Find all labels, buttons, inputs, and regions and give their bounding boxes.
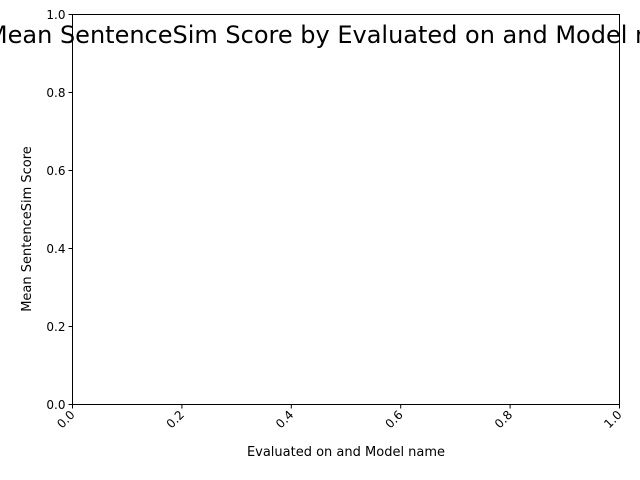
x-tick-label: 0.6 (382, 408, 405, 431)
x-tick-label: 1.0 (601, 408, 624, 431)
y-tick-label: 0.2 (46, 320, 65, 334)
x-axis-ticks: 0.0 0.2 0.4 0.6 0.8 1.0 (54, 404, 625, 431)
y-tick-label: 0.0 (46, 398, 65, 412)
y-axis-label: Mean SentenceSim Score (20, 146, 35, 312)
y-tick-label: 0.4 (46, 242, 65, 256)
x-tick-label: 0.2 (164, 408, 187, 431)
y-tick-label: 1.0 (46, 8, 65, 22)
plot-area (72, 14, 620, 405)
x-tick-label: 0.4 (273, 408, 296, 431)
x-tick-label: 0.8 (492, 408, 515, 431)
y-axis-ticks: 0.0 0.2 0.4 0.6 0.8 1.0 (46, 8, 73, 412)
y-tick-label: 0.6 (46, 164, 65, 178)
chart-title: Mean SentenceSim Score by Evaluated on a… (0, 21, 640, 49)
x-axis-label: Evaluated on and Model name (247, 445, 445, 460)
y-tick-label: 0.8 (46, 86, 65, 100)
